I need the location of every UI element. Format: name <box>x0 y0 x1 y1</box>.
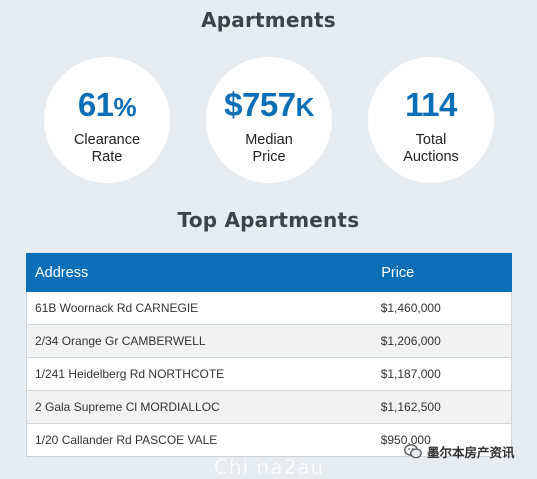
median-price-label: Median Price <box>245 132 293 165</box>
address-cell: 2/34 Orange Gr CAMBERWELL <box>25 324 373 358</box>
price-cell: $1,187,000 <box>372 357 512 391</box>
table-row: 1/20 Callander Rd PASCOE VALE $950,000 <box>25 423 512 457</box>
table-row: 61B Woornack Rd CARNEGIE $1,460,000 <box>25 291 512 325</box>
price-cell: $1,460,000 <box>372 291 512 325</box>
wechat-icon <box>404 444 422 459</box>
wechat-account-name: 墨尔本房产资讯 <box>427 445 515 460</box>
price-cell: $1,162,500 <box>372 390 512 424</box>
table-header-row: Address Price <box>25 253 512 292</box>
total-auctions-card: 114 Total Auctions <box>368 57 494 183</box>
clearance-rate-label: Clearance Rate <box>73 132 141 165</box>
total-auctions-label: Total Auctions <box>403 132 459 165</box>
address-cell: 2 Gala Supreme Cl MORDIALLOC <box>25 390 373 424</box>
address-cell: 1/241 Heidelberg Rd NORTHCOTE <box>25 357 373 391</box>
top-apartments-heading: Top Apartments <box>177 208 360 232</box>
table-row: 2/34 Orange Gr CAMBERWELL $1,206,000 <box>25 324 512 358</box>
total-auctions-value: 114 <box>405 86 457 123</box>
clearance-rate-card: 61% Clearance Rate <box>44 57 170 183</box>
price-cell: $1,206,000 <box>372 324 512 358</box>
price-column-header: Price <box>372 253 512 292</box>
table-row: 2 Gala Supreme Cl MORDIALLOC $1,162,500 <box>25 390 512 424</box>
median-price-value: $757K <box>224 86 314 123</box>
watermark-text: Chi na2au <box>214 455 325 479</box>
clearance-rate-value: 61% <box>77 86 137 123</box>
address-column-header: Address <box>25 253 374 292</box>
table-row: 1/241 Heidelberg Rd NORTHCOTE $1,187,000 <box>25 357 512 391</box>
top-apartments-table: Address Price 61B Woornack Rd CARNEGIE $… <box>25 253 512 457</box>
address-cell: 1/20 Callander Rd PASCOE VALE <box>25 423 373 457</box>
wechat-watermark: 墨尔本房产资讯 <box>404 442 515 461</box>
median-price-card: $757K Median Price <box>206 57 332 183</box>
address-cell: 61B Woornack Rd CARNEGIE <box>25 291 373 325</box>
apartments-heading: Apartments <box>201 8 336 32</box>
price-cell: $950,000 <box>372 423 512 457</box>
